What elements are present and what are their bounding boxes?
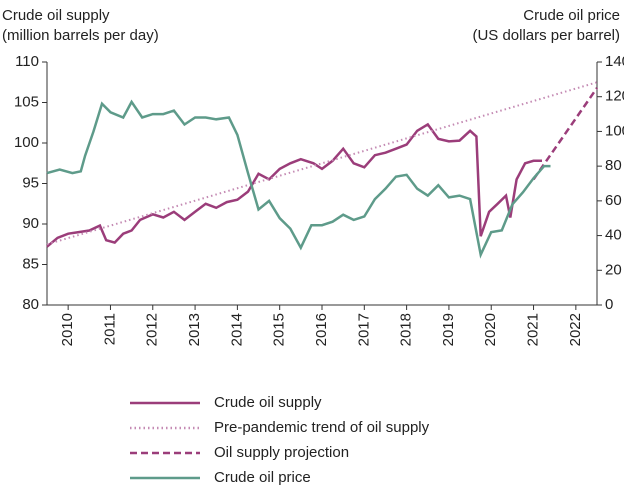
y-tick-label: 100	[14, 134, 39, 151]
legend-label: Crude oil supply	[214, 394, 322, 411]
y2-tick-label: 20	[605, 261, 622, 278]
x-tick-label: 2014	[228, 313, 245, 346]
y-tick-label: 85	[22, 255, 39, 272]
x-tick-label: 2020	[482, 313, 499, 346]
y2-axis-title: Crude oil price	[523, 7, 620, 24]
y2-tick-label: 100	[605, 122, 624, 139]
y-tick-label: 95	[22, 174, 39, 191]
legend-label: Crude oil price	[214, 469, 311, 486]
x-tick-label: 2019	[440, 313, 457, 346]
y-tick-label: 105	[14, 93, 39, 110]
x-tick-label: 2021	[525, 313, 542, 346]
y-axis-title: Crude oil supply	[2, 7, 110, 24]
y2-tick-label: 120	[605, 88, 624, 105]
x-tick-label: 2018	[398, 313, 415, 346]
y-tick-label: 80	[22, 296, 39, 313]
x-tick-label: 2022	[567, 313, 584, 346]
y2-axis-title: (US dollars per barrel)	[472, 27, 620, 44]
series-line	[532, 87, 599, 181]
x-tick-label: 2011	[101, 313, 118, 345]
x-tick-label: 2015	[271, 313, 288, 346]
y-tick-label: 90	[22, 215, 39, 232]
y2-tick-label: 60	[605, 192, 622, 209]
legend-label: Pre-pandemic trend of oil supply	[214, 419, 430, 436]
x-tick-label: 2013	[186, 313, 203, 346]
legend-label: Oil supply projection	[214, 444, 349, 461]
x-tick-label: 2012	[144, 313, 161, 346]
series-line	[46, 122, 542, 248]
x-tick-label: 2016	[313, 313, 330, 346]
series-line	[46, 81, 598, 246]
y2-tick-label: 80	[605, 157, 622, 174]
y2-tick-label: 40	[605, 227, 622, 244]
y2-tick-label: 140	[605, 53, 624, 70]
y2-tick-label: 0	[605, 296, 613, 313]
y-axis-title: (million barrels per day)	[2, 27, 159, 44]
y-tick-label: 110	[15, 53, 39, 70]
x-tick-label: 2017	[355, 313, 372, 346]
x-tick-label: 2010	[59, 313, 76, 346]
series-line	[46, 99, 551, 259]
